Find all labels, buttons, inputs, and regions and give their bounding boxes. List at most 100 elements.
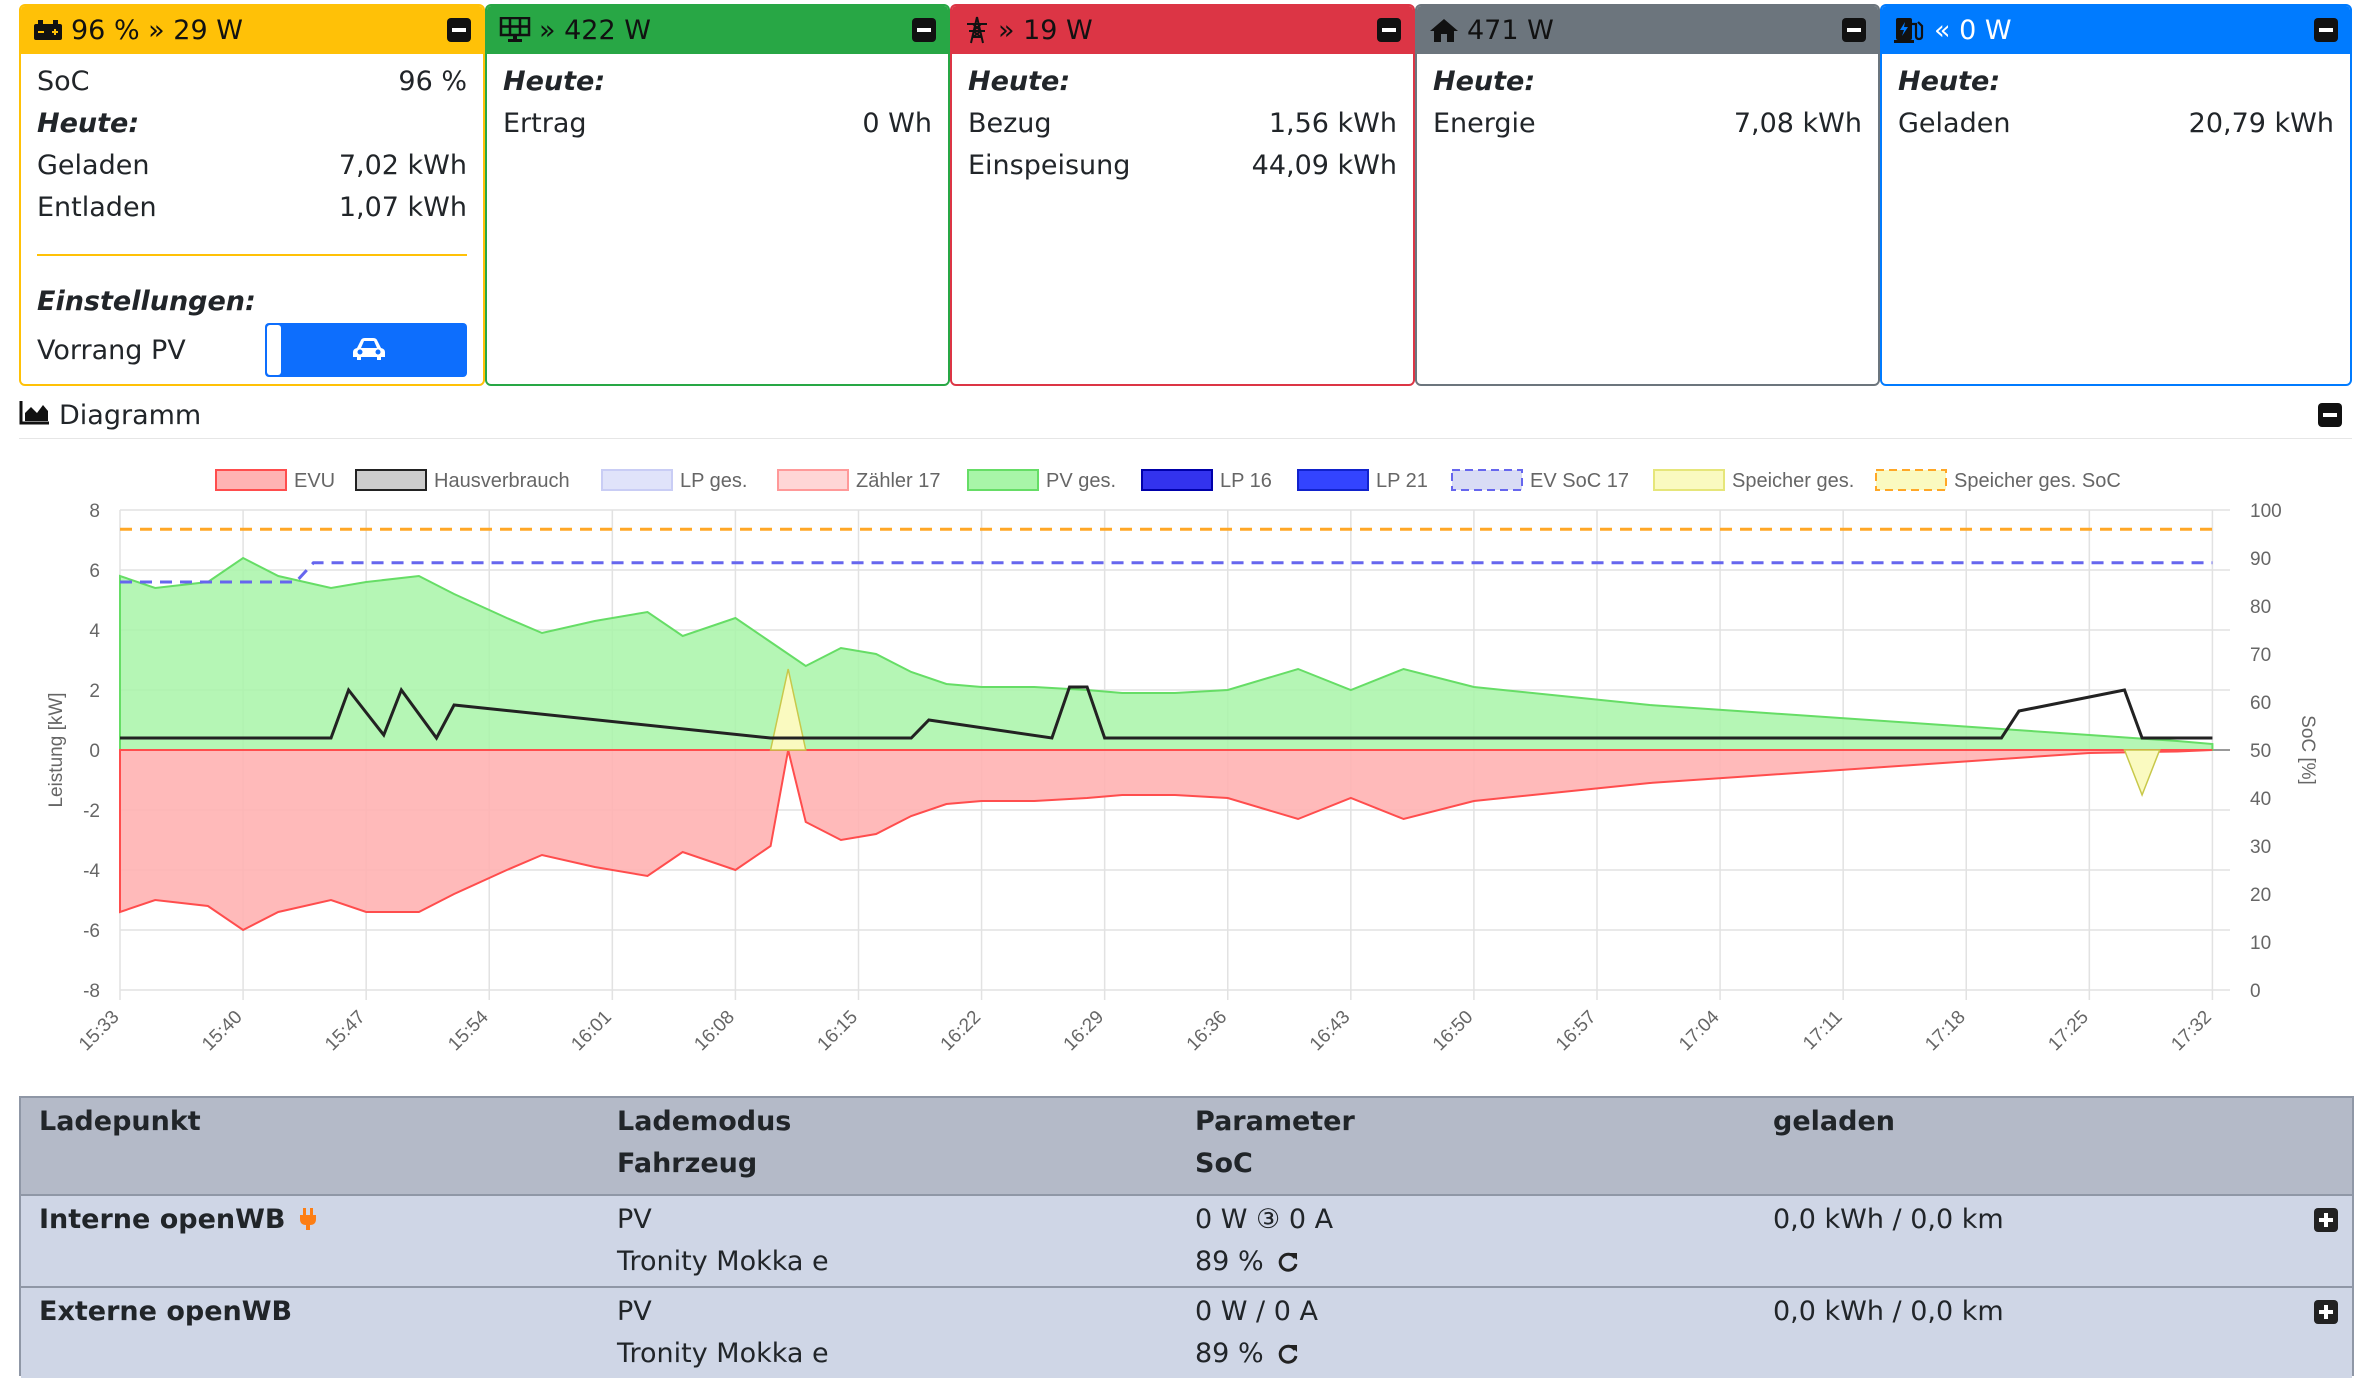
x-tick-label: 17:18 <box>1921 1007 1969 1055</box>
today-label: Heute: <box>37 107 140 139</box>
y-tick-label: -8 <box>83 981 100 1002</box>
charged-label: Geladen <box>1898 107 2011 139</box>
solar-panel-icon <box>499 17 531 43</box>
diagram-header[interactable]: Diagramm <box>19 392 2352 439</box>
charged-amount: 0,0 kWh / 0,0 km <box>1773 1204 2004 1235</box>
charger-card: « 0 W Heute: Geladen 20,79 kWh <box>1880 4 2352 386</box>
legend-swatch <box>215 469 287 491</box>
charged-value: 20,79 kWh <box>2188 107 2334 139</box>
vehicle-name: Tronity Mokka e <box>617 1246 829 1277</box>
table-row[interactable]: Interne openWB PV Tronity Mokka e 0 W ③ … <box>21 1196 2352 1288</box>
chargepoint-name: Interne openWB <box>39 1204 317 1235</box>
y-tick-label: 0 <box>89 741 100 762</box>
col-ladepunkt: Ladepunkt <box>39 1106 201 1137</box>
y-tick-label: 4 <box>89 621 100 642</box>
soc-label: SoC <box>37 65 90 97</box>
charge-points-table: Ladepunkt Lademodus Fahrzeug Parameter S… <box>19 1096 2354 1378</box>
collapse-icon[interactable] <box>2314 18 2338 42</box>
toggle-knob <box>267 325 281 375</box>
battery-icon <box>33 19 63 41</box>
collapse-icon[interactable] <box>447 18 471 42</box>
series-evu-area <box>119 749 2213 932</box>
refresh-icon[interactable] <box>1276 1342 1300 1366</box>
expand-icon[interactable] <box>2314 1208 2338 1232</box>
x-tick-label: 16:43 <box>1306 1007 1354 1055</box>
chargepoint-name: Externe openWB <box>39 1296 293 1327</box>
plug-icon <box>299 1208 316 1230</box>
overview-cards: 96 % » 29 W SoC 96 % Heute: Geladen 7,02 k… <box>19 4 2352 388</box>
legend-label: Speicher ges. <box>1732 470 1854 492</box>
y-axis-title: Leistung [kW] <box>46 692 67 807</box>
collapse-icon[interactable] <box>912 18 936 42</box>
energy-chart: 86420-2-4-6-8100908070605040302010015:33… <box>46 469 2318 1055</box>
today-label: Heute: <box>503 65 606 97</box>
settings-label: Einstellungen: <box>37 285 256 317</box>
legend-swatch <box>1141 469 1213 491</box>
x-tick-label: 17:32 <box>2167 1007 2215 1055</box>
x-tick-label: 17:04 <box>1675 1006 1724 1055</box>
today-label: Heute: <box>968 65 1071 97</box>
legend-label: LP 21 <box>1376 470 1428 492</box>
col-geladen: geladen <box>1773 1106 1895 1137</box>
chargepoint-name-text: Interne openWB <box>39 1204 286 1235</box>
legend-swatch <box>355 469 427 491</box>
series-house-line <box>120 685 2213 741</box>
power-tower-icon <box>964 16 990 44</box>
legend-label: PV ges. <box>1046 470 1116 492</box>
y2-tick-label: 10 <box>2250 933 2271 954</box>
legend-label: EV SoC 17 <box>1530 470 1629 492</box>
y2-tick-label: 60 <box>2250 693 2271 714</box>
collapse-icon[interactable] <box>1842 18 1866 42</box>
vehicle-soc-text: 89 % <box>1195 1338 1264 1369</box>
house-card-header[interactable]: 471 W <box>1417 6 1878 54</box>
import-value: 1,56 kWh <box>1268 107 1397 139</box>
y2-tick-label: 50 <box>2250 741 2271 762</box>
grid-card-header[interactable]: » 19 W <box>952 6 1413 54</box>
charging-station-icon <box>1894 16 1926 44</box>
energy-value: 7,08 kWh <box>1733 107 1862 139</box>
x-tick-label: 16:08 <box>690 1007 738 1055</box>
charger-card-header[interactable]: « 0 W <box>1882 6 2350 54</box>
y2-axis-title: SoC [%] <box>2297 715 2318 785</box>
y-tick-label: 6 <box>89 561 100 582</box>
charged-value: 7,02 kWh <box>338 149 467 181</box>
yield-label: Ertrag <box>503 107 587 139</box>
col-lademodus: Lademodus <box>617 1106 792 1137</box>
divider <box>37 254 467 256</box>
x-tick-label: 16:50 <box>1429 1007 1477 1055</box>
legend-label: Speicher ges. SoC <box>1954 470 2121 492</box>
priority-pv-toggle[interactable] <box>265 323 467 377</box>
vehicle-soc: 89 % <box>1195 1338 1300 1369</box>
x-tick-label: 17:11 <box>1799 1007 1846 1054</box>
table-row[interactable]: Externe openWB PV Tronity Mokka e 0 W / … <box>21 1288 2352 1378</box>
y2-tick-label: 70 <box>2250 645 2271 666</box>
import-label: Bezug <box>968 107 1052 139</box>
charge-parameter: 0 W ③ 0 A <box>1195 1204 1334 1235</box>
legend-label: Hausverbrauch <box>434 470 570 492</box>
legend-swatch <box>1451 469 1523 491</box>
collapse-icon[interactable] <box>2318 403 2342 427</box>
vehicle-soc: 89 % <box>1195 1246 1300 1277</box>
export-label: Einspeisung <box>968 149 1131 181</box>
collapse-icon[interactable] <box>1377 18 1401 42</box>
pv-card-header[interactable]: » 422 W <box>487 6 948 54</box>
x-tick-label: 15:33 <box>75 1007 123 1055</box>
home-icon <box>1429 17 1459 43</box>
yield-value: 0 Wh <box>862 107 932 139</box>
battery-card-header[interactable]: 96 % » 29 W <box>21 6 483 54</box>
charge-mode[interactable]: PV <box>617 1204 652 1235</box>
y2-tick-label: 30 <box>2250 837 2271 858</box>
refresh-icon[interactable] <box>1276 1250 1300 1274</box>
today-label: Heute: <box>1433 65 1536 97</box>
series-speicher-area <box>2123 749 2161 798</box>
series-pv-area <box>119 556 2214 751</box>
charge-mode[interactable]: PV <box>617 1296 652 1327</box>
energy-label: Energie <box>1433 107 1536 139</box>
house-header-value: 471 W <box>1467 14 1554 46</box>
pv-header-value: » 422 W <box>539 14 651 46</box>
legend-swatch <box>1653 469 1725 491</box>
charged-amount: 0,0 kWh / 0,0 km <box>1773 1296 2004 1327</box>
expand-icon[interactable] <box>2314 1300 2338 1324</box>
col-soc: SoC <box>1195 1148 1253 1179</box>
x-tick-label: 16:22 <box>937 1007 985 1055</box>
